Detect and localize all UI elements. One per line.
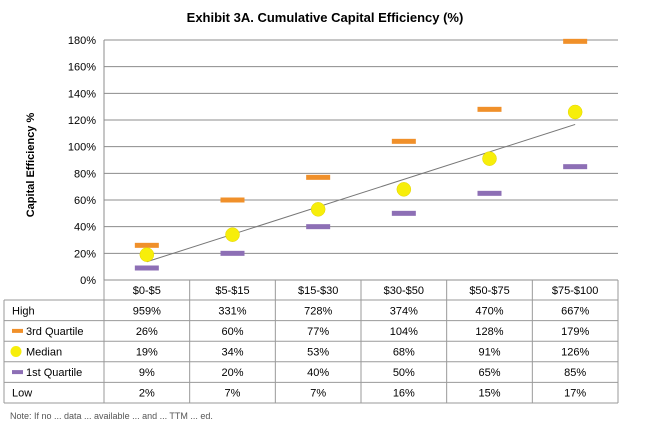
table-cell-value: 40% (307, 367, 329, 379)
1st-quartile-marker (134, 265, 159, 271)
x-category-label: $15-$30 (298, 285, 338, 297)
table-row-label-median: Median (26, 347, 62, 359)
table-cell-value: 179% (561, 326, 589, 338)
markers-layer (134, 38, 588, 271)
table-cell-value: 126% (561, 347, 589, 359)
legend-key-1st-quartile (12, 370, 23, 375)
table-row-label-low: Low (12, 388, 32, 400)
table-row-label-high: High (12, 305, 35, 317)
x-category-label: $5-$15 (215, 285, 249, 297)
table-cell-value: 50% (393, 367, 415, 379)
3rd-quartile-marker (477, 106, 502, 112)
legend-key-3rd-quartile (12, 328, 23, 333)
y-tick-label: 80% (74, 168, 96, 180)
y-tick-label: 160% (68, 62, 96, 74)
table-cell-value: 85% (564, 367, 586, 379)
table-cell-value: 77% (307, 326, 329, 338)
table-cell-value: 728% (304, 305, 332, 317)
table-cell-value: 60% (221, 326, 243, 338)
table-cell-value: 65% (478, 367, 500, 379)
x-category-label: $75-$100 (552, 285, 599, 297)
y-tick-label: 120% (68, 115, 96, 127)
table-cell-value: 17% (564, 388, 586, 400)
x-category-label: $50-$75 (469, 285, 509, 297)
table-cell-value: 374% (390, 305, 418, 317)
median-marker (139, 247, 155, 262)
y-tick-label: 100% (68, 142, 96, 154)
table-row-label-1st-quartile: 1st Quartile (26, 367, 82, 379)
1st-quartile-marker (220, 250, 245, 256)
table-cell-value: 470% (475, 305, 503, 317)
legend-key-median (10, 346, 22, 357)
median-marker (310, 202, 326, 217)
table-cell-value: 34% (221, 347, 243, 359)
1st-quartile-marker (563, 164, 588, 170)
table-cell-value: 7% (225, 388, 241, 400)
3rd-quartile-marker (220, 197, 245, 203)
table-cell-value: 2% (139, 388, 155, 400)
y-tick-label: 60% (74, 195, 96, 207)
table-cell-value: 331% (218, 305, 246, 317)
table-cell-value: 16% (393, 388, 415, 400)
x-category-label: $0-$5 (133, 285, 161, 297)
y-tick-label: 40% (74, 222, 96, 234)
y-tick-label: 20% (74, 248, 96, 260)
table-row-label-3rd-quartile: 3rd Quartile (26, 326, 83, 338)
y-tick-label: 180% (68, 35, 96, 47)
median-trendline (146, 123, 576, 263)
table-cell-value: 104% (390, 326, 418, 338)
table-cell-value: 19% (136, 347, 158, 359)
1st-quartile-marker (306, 224, 331, 230)
table-cell-value: 20% (221, 367, 243, 379)
chart-title: Exhibit 3A. Cumulative Capital Efficienc… (187, 10, 464, 25)
table-cell-value: 128% (475, 326, 503, 338)
y-tick-label: 140% (68, 88, 96, 100)
table-cell-value: 667% (561, 305, 589, 317)
y-tick-labels: 0% 20% 40% 60% 80% 100% 120% 140% 160% 180% (68, 35, 96, 287)
median-marker (225, 227, 240, 242)
table-cell-value: 15% (478, 388, 500, 400)
3rd-quartile-marker (563, 38, 588, 44)
median-marker (567, 104, 583, 120)
data-table: $0-$5 $5-$15 $15-$30 $30-$50 $50-$75 $75-$100… (3, 280, 619, 404)
table-cell-value: 53% (307, 347, 329, 359)
table-cell-value: 7% (310, 388, 326, 400)
x-category-label: $30-$50 (384, 285, 424, 297)
1st-quartile-marker (477, 190, 502, 196)
trendline-layer (146, 123, 576, 263)
y-axis-label: Capital Efficiency % (25, 113, 37, 218)
table-cell-value: 9% (139, 367, 155, 379)
y-tick-label: 0% (80, 275, 96, 287)
median-marker (482, 151, 497, 166)
table-cell-value: 91% (478, 347, 500, 359)
table-cell-value: 68% (393, 347, 415, 359)
footnote: Note: If no ... data ... available ... a… (10, 411, 213, 421)
3rd-quartile-marker (306, 174, 331, 180)
1st-quartile-marker (391, 210, 416, 216)
grid-layer (103, 39, 618, 281)
3rd-quartile-marker (134, 242, 159, 248)
median-marker (396, 182, 412, 197)
table-cell-value: 26% (136, 326, 158, 338)
table-cell-value: 959% (133, 305, 161, 317)
3rd-quartile-marker (391, 138, 416, 144)
